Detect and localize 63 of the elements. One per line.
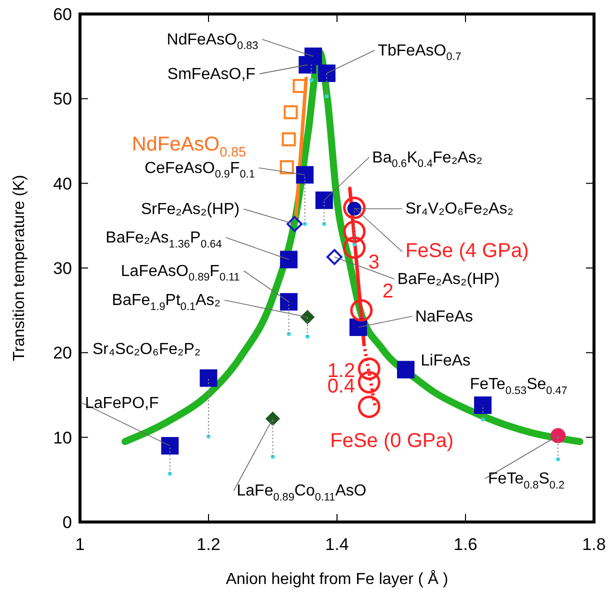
point [266,411,280,426]
point [343,196,366,220]
annotation: Ba$_{0.6}$K$_{0.4}$Fe₂As₂ [372,149,482,170]
point [358,358,380,380]
annotation: 3 [368,252,380,274]
point [282,132,296,146]
annotation: SmFeAsO,F [167,66,256,83]
annotation: BaFe₂As₂(HP) [397,270,500,288]
point [280,293,298,311]
annotation: LaFe$_{0.89}$Co$_{0.11}$AsO [236,482,366,504]
y-tick-label: 0 [62,513,72,532]
x-tick-label: 1.8 [582,535,606,554]
y-tick-label: 20 [53,344,72,363]
annotation: LaFePO,F [84,394,159,412]
annotation: FeSe (4 GPa) [405,240,529,262]
x-axis-title: Anion height from Fe layer ( Å ) [226,570,448,588]
x-tick-label: 1.2 [196,535,220,554]
point [280,250,298,268]
point [343,236,366,259]
point [161,437,179,455]
x-tick-label: 1.6 [454,535,478,554]
annotation: SrFe₂As₂(HP) [140,200,240,218]
point [284,105,298,120]
point [315,192,333,210]
point [286,216,303,232]
point [396,360,414,378]
y-tick-label: 30 [53,259,72,278]
point [292,78,307,93]
point [318,64,336,82]
point [358,396,380,418]
annotation: Sr₄Sc₂O₆Fe₂P₂ [92,341,201,358]
annotation: FeTe$_{0.53}$Se$_{0.47}$ [470,376,568,397]
x-tick-label: 1.4 [325,535,349,554]
point [474,396,492,414]
point [298,56,316,74]
point [296,166,314,184]
annotation: LaFeAsO$_{0.89}$F$_{0.11}$ [120,262,240,284]
annotation: FeTe$_{0.8}$S$_{0.2}$ [488,470,565,492]
x-tick-label: 1 [75,535,85,554]
annotation: CeFeAsO$_{0.9}$F$_{0.1}$ [144,160,255,181]
point [200,369,218,387]
point [550,428,566,444]
point [326,248,342,265]
annotation: NdFeAsO$_{0.83}$ [166,31,258,52]
y-axis-title: Transition temperature (K) [11,174,28,362]
y-tick-label: 60 [53,5,72,24]
point [300,310,315,324]
annotation: NaFeAs [415,308,473,326]
annotation: 2 [382,280,394,302]
point [350,299,373,322]
y-tick-label: 50 [53,90,72,109]
point [343,220,366,243]
y-tick-label: 40 [53,174,72,194]
annotation: BaFe₂As$_{1.36}$P$_{0.64}$ [106,230,222,250]
y-tick-label: 10 [53,428,72,448]
annotation: TbFeAsO$_{0.7}$ [378,42,462,64]
annotation: Sr₄V₂O₆Fe₂As₂ [405,200,514,218]
annotation: BaFe$_{1.9}$Pt$_{0.1}$As₂ [112,292,220,313]
annotation: LiFeAs [420,352,471,370]
point [280,160,294,174]
annotation: FeSe (0 GPa) [330,430,454,452]
annotation: NdFeAsO$_{0.85}$ [132,133,246,160]
point [358,371,380,394]
